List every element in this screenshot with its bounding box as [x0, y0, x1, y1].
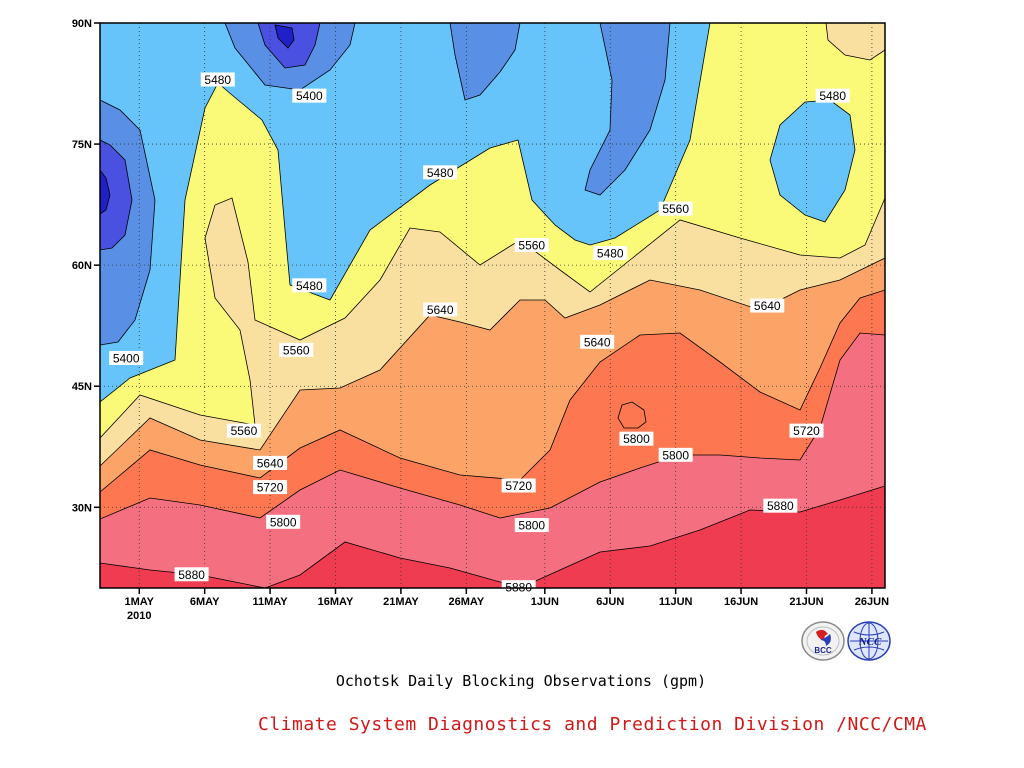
- contour-label: 5400: [113, 351, 140, 365]
- contour-label: 5400: [296, 89, 323, 103]
- contour-label: 5720: [505, 479, 532, 493]
- contour-label: 5800: [662, 448, 689, 462]
- contour-label: 5560: [518, 238, 545, 252]
- band-below-5320-west: [100, 169, 111, 215]
- contour-labels: 5480 5400 5480 5480 5560 5560 5480 5480 5640 5640…: [109, 72, 850, 595]
- contour-label: 5800: [270, 515, 297, 529]
- contour-label: 5800: [623, 432, 650, 446]
- x-tick-label: 21JUN: [789, 596, 823, 608]
- band-5800-5880-blob: [617, 401, 647, 429]
- band-5480-5560: [100, 23, 711, 403]
- contour-label: 5720: [257, 481, 284, 495]
- band-5480-5560-east-blob: [769, 99, 856, 223]
- y-axis: 30N 45N 60N 75N 90N: [72, 18, 100, 514]
- x-tick-label: 26MAY: [448, 596, 484, 608]
- x-tick-label: 16JUN: [724, 596, 758, 608]
- contour-label: 5880: [767, 499, 794, 513]
- y-tick-label: 90N: [72, 18, 92, 30]
- x-tick-label: 11MAY: [253, 596, 289, 608]
- contour-label-box: [279, 342, 314, 357]
- contour-label-box: [593, 246, 628, 261]
- contour-label: 5560: [662, 202, 689, 216]
- contour-label-box: [815, 88, 850, 103]
- contour-label: 5480: [597, 247, 624, 261]
- x-tick-label: 11JUN: [659, 596, 693, 608]
- contour-label: 5480: [204, 73, 231, 87]
- contour-label-box: [658, 447, 693, 462]
- y-tick-label: 75N: [72, 139, 92, 151]
- contour-label: 5720: [793, 424, 820, 438]
- x-tick-label: 1MAY: [124, 596, 154, 608]
- contour-label: 5560: [231, 424, 258, 438]
- contour-label: 5880: [178, 568, 205, 582]
- band-5400-5480-nc: [449, 23, 521, 101]
- chart-credit: Climate System Diagnostics and Predictio…: [258, 714, 927, 735]
- contour-label-box: [266, 514, 301, 529]
- contour-label: 5640: [257, 456, 284, 470]
- contour-fills: [100, 23, 885, 588]
- contour-label: 5480: [296, 279, 323, 293]
- contour-label-box: [501, 478, 536, 493]
- contour-label-box: [423, 165, 458, 180]
- contour-label: 5480: [819, 89, 846, 103]
- y-tick-label: 30N: [72, 502, 92, 514]
- x-tick-label: 6MAY: [190, 596, 220, 608]
- contour-label-box: [789, 423, 824, 438]
- x-tick-label: 16MAY: [318, 596, 354, 608]
- contour-label-box: [514, 237, 549, 252]
- ncc-logo-text: NCC: [858, 636, 882, 648]
- bcc-logo-icon: BCC: [801, 621, 845, 661]
- bcc-logo-text: BCC: [814, 646, 832, 655]
- contour-label-box: [109, 350, 144, 365]
- x-tick-label: 1JUN: [531, 596, 559, 608]
- contour-label-box: [514, 518, 549, 533]
- contour-label-box: [226, 423, 261, 438]
- contour-label: 5640: [584, 335, 611, 349]
- contour-label-box: [423, 302, 458, 317]
- y-tick-label: 60N: [72, 260, 92, 272]
- band-5640-5720-ne-blob: [825, 23, 885, 61]
- contour-label-box: [658, 201, 693, 216]
- contour-label-box: [292, 88, 327, 103]
- contour-label-box: [580, 334, 615, 349]
- x-tick-label: 26JUN: [855, 596, 889, 608]
- contour-label-box: [501, 580, 536, 595]
- chart-title: Ochotsk Daily Blocking Observations (gpm…: [335, 672, 707, 690]
- x-axis: 1MAY 6MAY 11MAY 16MAY 21MAY 26MAY 1JUN 6JUN 11JU…: [124, 588, 889, 622]
- contour-label-box: [200, 72, 235, 87]
- plot-frame: [99, 22, 886, 589]
- contour-label-box: [292, 278, 327, 293]
- x-tick-label: 6JUN: [596, 596, 624, 608]
- contour-label: 5560: [283, 343, 310, 357]
- contour-label-box: [750, 298, 785, 313]
- y-tick-label: 45N: [72, 381, 92, 393]
- contour-label-box: [174, 567, 209, 582]
- band-below-5320-north: [274, 24, 295, 49]
- contour-label-box: [763, 498, 798, 513]
- contour-label: 5640: [427, 303, 454, 317]
- band-5320-5400-west: [100, 139, 133, 251]
- contour-label: 5800: [518, 519, 545, 533]
- x-year-label: 2010: [127, 610, 151, 622]
- contour-label-box: [619, 431, 654, 446]
- band-5400-5480-east: [584, 23, 671, 196]
- contour-label-box: [253, 480, 288, 495]
- contour-label-box: [253, 455, 288, 470]
- ncc-logo-icon: NCC: [847, 621, 891, 661]
- contour-label: 5480: [427, 166, 454, 180]
- x-tick-label: 21MAY: [383, 596, 419, 608]
- grid-lines: [100, 23, 885, 588]
- contour-label: 5640: [754, 299, 781, 313]
